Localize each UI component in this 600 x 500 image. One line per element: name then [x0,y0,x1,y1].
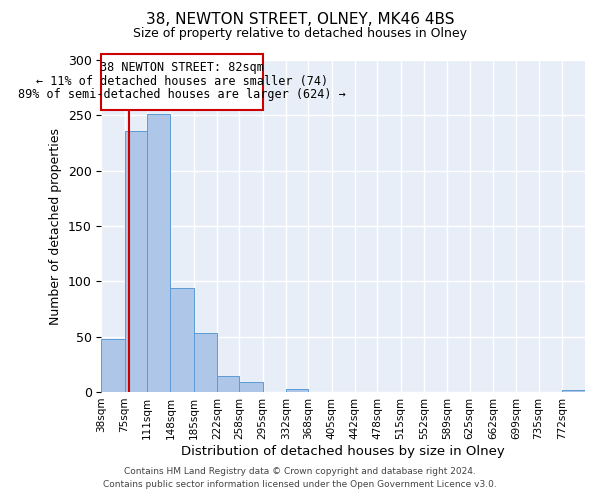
Text: ← 11% of detached houses are smaller (74): ← 11% of detached houses are smaller (74… [36,74,328,88]
FancyBboxPatch shape [101,54,263,110]
Text: Size of property relative to detached houses in Olney: Size of property relative to detached ho… [133,28,467,40]
Bar [562,390,585,392]
Text: 89% of semi-detached houses are larger (624) →: 89% of semi-detached houses are larger (… [18,88,346,101]
Bar [125,131,147,392]
X-axis label: Distribution of detached houses by size in Olney: Distribution of detached houses by size … [181,444,505,458]
Bar [286,388,308,392]
Text: 38, NEWTON STREET, OLNEY, MK46 4BS: 38, NEWTON STREET, OLNEY, MK46 4BS [146,12,454,28]
Bar [101,339,125,392]
Bar [217,376,239,392]
Y-axis label: Number of detached properties: Number of detached properties [49,128,62,324]
Text: Contains HM Land Registry data © Crown copyright and database right 2024.
Contai: Contains HM Land Registry data © Crown c… [103,468,497,489]
Bar [147,114,170,392]
Bar [194,334,217,392]
Bar [170,288,194,392]
Text: 38 NEWTON STREET: 82sqm: 38 NEWTON STREET: 82sqm [100,62,264,74]
Bar [239,382,263,392]
